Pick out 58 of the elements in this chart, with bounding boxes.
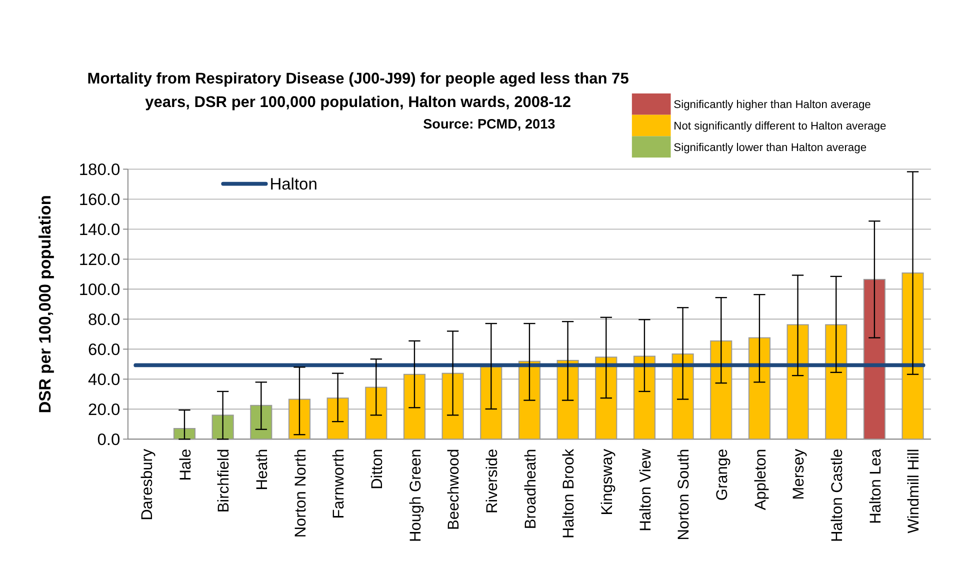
legend-label: Not significantly different to Halton average bbox=[674, 120, 886, 132]
bar bbox=[173, 428, 196, 440]
y-axis-title: DSR per 100,000 population bbox=[36, 195, 54, 414]
bar bbox=[365, 386, 388, 440]
chart-subtitle: Source: PCMD, 2013 bbox=[423, 116, 556, 132]
x-tick-label: Farnworth bbox=[330, 448, 348, 519]
legend-label: Significantly higher than Halton average bbox=[674, 99, 871, 112]
x-tick-label: Heath bbox=[254, 448, 271, 490]
bar bbox=[403, 374, 426, 440]
y-tick-label: 60.0 bbox=[88, 340, 120, 359]
x-tick-label: Norton South bbox=[676, 448, 693, 540]
y-tick-label: 40.0 bbox=[88, 370, 120, 389]
bar bbox=[748, 337, 770, 440]
x-tick-label: Grange bbox=[714, 448, 731, 501]
bar bbox=[212, 414, 234, 440]
y-tick-label: 80.0 bbox=[88, 310, 120, 329]
y-tick-label: 140.0 bbox=[78, 220, 120, 239]
bar bbox=[595, 356, 618, 440]
x-tick-label: Windmill Hill bbox=[906, 448, 923, 534]
x-tick-label: Birchfield bbox=[216, 448, 233, 513]
chart-title: Mortality from Respiratory Disease (J00-J99) for people aged less than 75 years, DSR per 100,000 population, Halton wards, 2008-12 bbox=[87, 70, 630, 112]
x-tick-label: Beechwood bbox=[446, 448, 463, 530]
x-tick-label: Kingsway bbox=[598, 448, 616, 516]
x-tick-label: Ditton bbox=[368, 448, 386, 490]
bar bbox=[710, 340, 732, 440]
bar bbox=[633, 356, 656, 440]
legend-label: Significantly lower than Halton average bbox=[674, 142, 867, 154]
x-tick-label: Halton Castle bbox=[828, 448, 846, 542]
y-tick-label: 120.0 bbox=[78, 250, 120, 269]
x-tick-label: Daresbury bbox=[138, 448, 156, 520]
bar bbox=[250, 404, 272, 440]
bar bbox=[863, 278, 886, 440]
y-tick-label: 100.0 bbox=[78, 280, 120, 299]
bar bbox=[288, 398, 310, 440]
bar bbox=[786, 324, 809, 440]
legend-label: Halton bbox=[270, 176, 318, 194]
bar bbox=[672, 353, 694, 440]
x-tick-label: Norton North bbox=[292, 448, 310, 538]
x-tick-label: Riverside bbox=[484, 448, 501, 514]
x-tick-label: Halton Lea bbox=[867, 448, 884, 524]
x-tick-label: Appleton bbox=[752, 448, 770, 510]
y-tick-label: 0.0 bbox=[97, 430, 120, 449]
bar bbox=[556, 360, 579, 440]
x-tick-label: Hough Green bbox=[407, 448, 424, 542]
bar bbox=[480, 366, 502, 440]
x-tick-label: Mersey bbox=[790, 448, 808, 500]
y-tick-label: 20.0 bbox=[88, 400, 120, 419]
bar bbox=[326, 398, 349, 440]
bar bbox=[442, 372, 464, 440]
x-tick-label: Halton Brook bbox=[560, 448, 578, 539]
bar bbox=[902, 272, 924, 440]
y-tick-label: 160.0 bbox=[78, 190, 120, 209]
bar bbox=[825, 324, 848, 440]
x-tick-label: Hale bbox=[177, 448, 194, 481]
bar bbox=[518, 360, 540, 440]
y-tick-label: 180.0 bbox=[78, 160, 120, 179]
x-tick-label: Halton View bbox=[637, 448, 654, 532]
x-tick-label: Broadheath bbox=[522, 448, 540, 530]
